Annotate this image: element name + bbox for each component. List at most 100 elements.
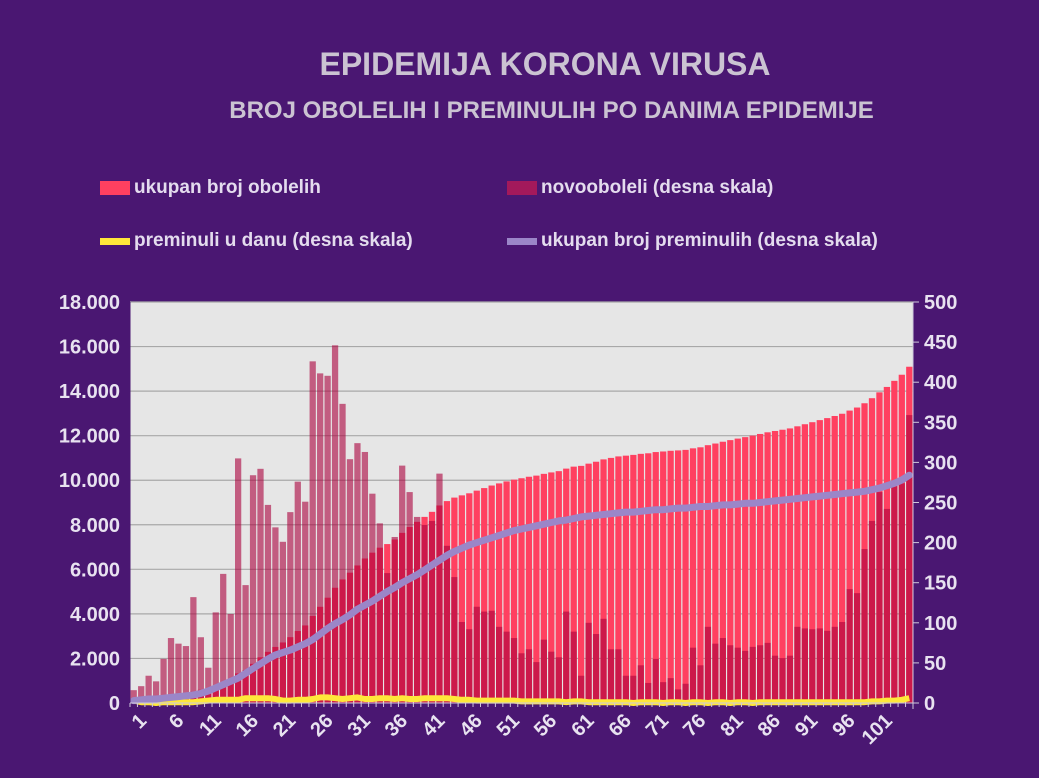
- y-right-tick-label: 300: [924, 452, 957, 474]
- bar-new-cases: [615, 649, 622, 703]
- x-tick-label: 46: [455, 710, 486, 741]
- bar-new-cases: [771, 655, 779, 703]
- bar-total-cases: [734, 438, 741, 703]
- y-right-tick-label: 400: [924, 372, 957, 394]
- bar-new-cases: [317, 373, 324, 703]
- bar-new-cases: [391, 536, 398, 703]
- bar-new-cases: [749, 646, 756, 703]
- x-tick-label: 71: [642, 710, 673, 741]
- bar-total-cases: [607, 457, 615, 703]
- bar-new-cases: [488, 610, 495, 703]
- bar-new-cases: [682, 683, 689, 703]
- y-left-tick-label: 4.000: [70, 604, 120, 626]
- bar-new-cases: [257, 468, 264, 703]
- y-right-tick-label: 150: [924, 573, 957, 595]
- legend-label: ukupan broj obolelih: [134, 177, 321, 198]
- y-left-tick-label: 8.000: [70, 515, 120, 537]
- bar-new-cases: [540, 639, 547, 703]
- bar-total-cases: [540, 473, 547, 703]
- y-left-tick-label: 0: [109, 693, 120, 715]
- bar-new-cases: [816, 628, 823, 703]
- x-tick-label: 51: [493, 710, 524, 741]
- bar-new-cases: [779, 658, 786, 703]
- bar-new-cases: [578, 675, 585, 703]
- bar-total-cases: [585, 463, 592, 703]
- bar-total-cases: [518, 478, 525, 703]
- bar-new-cases: [660, 682, 667, 703]
- bar-total-cases: [533, 475, 540, 703]
- y-left-tick-label: 12.000: [59, 426, 120, 448]
- bar-new-cases: [637, 665, 644, 703]
- x-tick-label: 86: [754, 710, 785, 741]
- bar-total-cases: [570, 466, 577, 703]
- x-tick-label: 76: [679, 710, 710, 741]
- bar-new-cases: [182, 646, 190, 703]
- bar-new-cases: [443, 545, 451, 703]
- bar-total-cases: [801, 424, 808, 703]
- bar-total-cases: [660, 451, 667, 703]
- bar-new-cases: [786, 655, 794, 703]
- y-right-tick-label: 450: [924, 332, 957, 354]
- bar-new-cases: [309, 361, 316, 703]
- bar-new-cases: [473, 606, 480, 703]
- x-tick-label: 21: [269, 710, 300, 741]
- bar-new-cases: [607, 649, 615, 703]
- bar-new-cases: [622, 675, 630, 703]
- x-tick-label: 61: [567, 710, 598, 741]
- bar-new-cases: [376, 523, 383, 703]
- bar-new-cases: [600, 618, 607, 703]
- bar-new-cases: [167, 638, 175, 703]
- bar-total-cases: [637, 453, 644, 703]
- bar-total-cases: [779, 429, 786, 703]
- bar-new-cases: [503, 631, 510, 703]
- bar-new-cases: [570, 631, 577, 703]
- bar-new-cases: [242, 585, 249, 703]
- bar-new-cases: [592, 634, 600, 703]
- bar-new-cases: [674, 689, 682, 703]
- bar-total-cases: [615, 456, 622, 703]
- bar-new-cases: [757, 645, 764, 703]
- bar-new-cases: [764, 642, 771, 703]
- bar-new-cases: [138, 686, 145, 703]
- y-right-tick-label: 200: [924, 533, 957, 555]
- x-tick-label: 56: [530, 710, 561, 741]
- y-left-tick-label: 2.000: [70, 648, 120, 670]
- bar-new-cases: [428, 520, 436, 703]
- y-left-tick-label: 18.000: [59, 292, 120, 314]
- bar-total-cases: [853, 407, 861, 703]
- legend-item-total-cases: ukupan broj obolelih: [100, 177, 321, 199]
- bar-total-cases: [652, 452, 659, 703]
- y-right-tick-label: 250: [924, 493, 957, 515]
- bar-new-cases: [361, 451, 369, 703]
- bar-new-cases: [868, 520, 876, 703]
- bar-total-cases: [697, 447, 704, 703]
- bar-new-cases: [458, 621, 465, 703]
- bar-total-cases: [473, 490, 480, 703]
- bar-total-cases: [757, 433, 764, 703]
- bar-total-cases: [742, 437, 749, 703]
- bar-new-cases: [384, 573, 391, 703]
- legend-item-new-cases: novooboleli (desna skala): [507, 177, 773, 199]
- bar-total-cases: [488, 485, 495, 703]
- bar-total-cases: [831, 415, 838, 703]
- bar-new-cases: [525, 649, 533, 703]
- bar-new-cases: [742, 650, 749, 703]
- bar-new-cases: [846, 589, 853, 703]
- x-tick-label: 101: [858, 710, 897, 749]
- bar-new-cases: [272, 527, 279, 703]
- bar-total-cases: [816, 420, 823, 703]
- bar-total-cases: [503, 481, 510, 703]
- legend-label: ukupan broj preminulih (desna skala): [541, 230, 878, 251]
- line-total-deaths: [130, 471, 913, 705]
- bar-new-cases: [734, 647, 741, 703]
- bar-new-cases: [212, 612, 219, 703]
- bar-new-cases: [630, 675, 637, 703]
- x-tick-label: 31: [344, 710, 375, 741]
- bar-new-cases: [839, 621, 846, 703]
- bar-new-cases: [481, 611, 488, 703]
- x-tick-label: 66: [605, 710, 636, 741]
- bar-total-cases: [824, 418, 831, 703]
- bar-new-cases: [451, 577, 458, 703]
- x-tick-label: 26: [306, 710, 337, 741]
